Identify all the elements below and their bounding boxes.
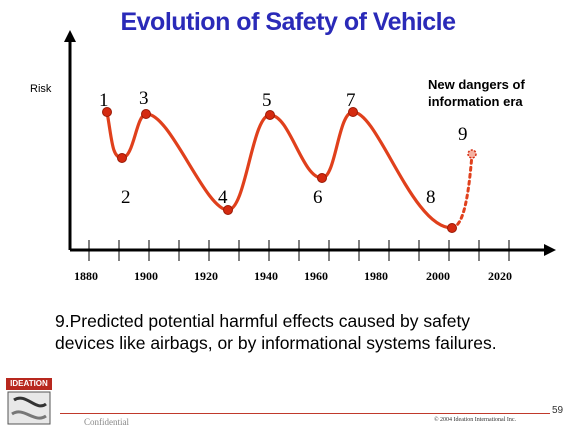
risk-chart: 1880 1900 1920 1940 1960 1980 2000 2020 …	[30, 30, 556, 283]
x-tick-label: 1880	[74, 269, 98, 283]
point-1	[102, 107, 112, 117]
x-tick-label: 1980	[364, 269, 388, 283]
caption-line-1: 9.Predicted potential harmful effects ca…	[55, 311, 471, 331]
point-label: 5	[262, 90, 272, 111]
point-2	[117, 153, 127, 163]
copyright-notice: © 2004 Ideation International Inc.	[434, 417, 517, 423]
point-label: 4	[218, 187, 228, 208]
point-5	[265, 110, 275, 120]
caption-line-2: devices like airbags, or by informationa…	[55, 333, 497, 353]
x-tick-label: 2000	[426, 269, 450, 283]
page-number: 59	[552, 405, 564, 416]
point-label: 8	[426, 187, 436, 208]
point-9	[467, 149, 477, 159]
point-label: 7	[346, 90, 356, 111]
slide-title: Evolution of Safety of Vehicle	[120, 8, 456, 36]
x-tick-label: 1900	[134, 269, 158, 283]
x-tick-label: 2020	[488, 269, 512, 283]
point-3	[141, 109, 151, 119]
ideation-logo: IDEATION	[6, 378, 52, 426]
point-label: 6	[313, 187, 323, 208]
annotation-line-1: New dangers of	[428, 77, 525, 92]
x-tick-label: 1940	[254, 269, 278, 283]
caption: 9.Predicted potential harmful effects ca…	[55, 310, 555, 354]
point-label: 9	[458, 124, 468, 145]
y-axis-arrow	[64, 30, 76, 42]
logo-text: IDEATION	[6, 378, 52, 390]
point-8	[447, 223, 457, 233]
x-tick-label: 1960	[304, 269, 328, 283]
point-4	[223, 205, 233, 215]
point-7	[348, 107, 358, 117]
footer-divider	[60, 413, 550, 414]
risk-curve	[105, 110, 454, 230]
annotation-line-2: information era	[428, 94, 523, 109]
point-label: 3	[139, 88, 149, 109]
point-label: 2	[121, 187, 131, 208]
x-tick-label: 1920	[194, 269, 218, 283]
predicted-curve	[450, 152, 474, 230]
logo-emblem-icon	[7, 391, 51, 425]
y-axis-label: Risk	[30, 83, 52, 95]
point-6	[317, 173, 327, 183]
x-axis-arrow	[544, 244, 556, 256]
confidential-label: Confidential	[84, 417, 129, 427]
point-label: 1	[99, 90, 109, 111]
x-axis-ticks	[88, 240, 510, 261]
